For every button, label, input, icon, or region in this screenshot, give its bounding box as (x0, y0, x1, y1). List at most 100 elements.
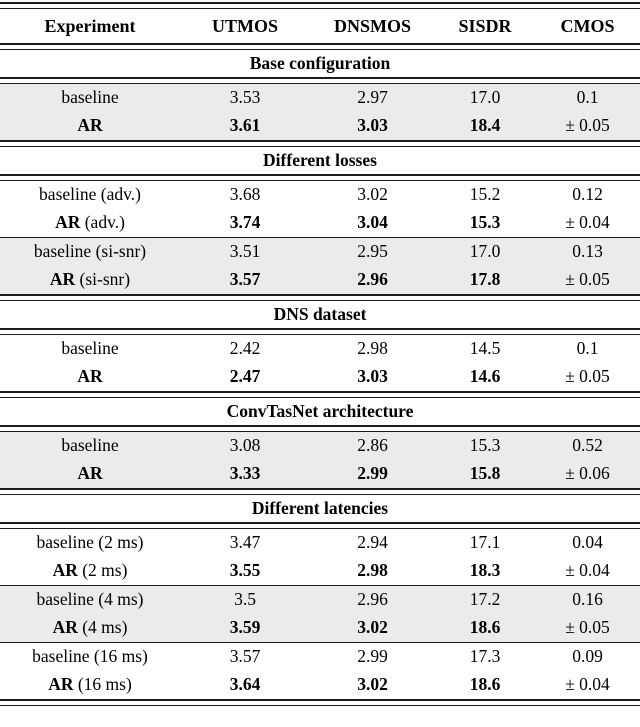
table-row: baseline 3.53 2.97 17.0 0.1 (0, 84, 640, 112)
experiment-label: AR (52, 617, 78, 638)
table-row: baseline (4 ms) 3.5 2.96 17.2 0.16 (0, 586, 640, 614)
experiment-label: AR (77, 366, 103, 387)
single-rule (0, 237, 640, 238)
cmos-cell: ± 0.05 (565, 269, 610, 290)
experiment-cell: baseline (adv.) (0, 186, 180, 204)
experiment-cell: AR (4 ms) (0, 619, 180, 637)
sisdr-cell: 15.3 (469, 212, 501, 233)
experiment-label-suffix: (adv.) (80, 212, 125, 233)
sisdr-cell: 17.3 (469, 646, 501, 667)
experiment-label: baseline (32, 646, 90, 667)
dnsmos-cell: 2.99 (357, 646, 388, 667)
utmos-cell: 3.51 (229, 241, 261, 262)
double-rule (0, 174, 640, 181)
double-rule (0, 391, 640, 398)
utmos-cell: 3.59 (229, 617, 261, 638)
experiment-cell: baseline (0, 340, 180, 358)
double-rule (0, 425, 640, 432)
dnsmos-cell: 2.96 (357, 269, 388, 290)
experiment-cell: AR (0, 368, 180, 386)
double-rule (0, 77, 640, 84)
section-title: Different losses (263, 150, 377, 170)
utmos-cell: 3.61 (229, 115, 261, 136)
sisdr-cell: 18.6 (469, 674, 501, 695)
cmos-cell: ± 0.04 (565, 674, 610, 695)
section-title: ConvTasNet architecture (226, 401, 414, 421)
section-title: Base configuration (249, 53, 391, 73)
cmos-cell: ± 0.04 (565, 212, 610, 233)
table-row: AR (2 ms) 3.55 2.98 18.3 ± 0.04 (0, 557, 640, 585)
utmos-cell: 3.68 (229, 184, 261, 205)
column-header-sisdr: SISDR (458, 16, 512, 36)
experiment-cell: AR (16 ms) (0, 676, 180, 694)
experiment-cell: AR (2 ms) (0, 562, 180, 580)
double-rule (0, 488, 640, 495)
experiment-label-suffix: (16 ms) (73, 674, 132, 695)
double-rule (0, 294, 640, 301)
table-header-row: Experiment UTMOS DNSMOS SISDR CMOS (0, 9, 640, 43)
section-title-row: Different latencies (0, 495, 640, 522)
sisdr-cell: 14.5 (469, 338, 501, 359)
utmos-cell: 3.64 (229, 674, 261, 695)
utmos-cell: 3.47 (229, 532, 261, 553)
double-rule (0, 140, 640, 147)
table-row: AR 2.47 3.03 14.6 ± 0.05 (0, 363, 640, 391)
experiment-label: AR (48, 674, 74, 695)
cmos-cell: 0.12 (572, 184, 603, 205)
sisdr-cell: 17.2 (469, 589, 501, 610)
cmos-cell: ± 0.05 (565, 115, 610, 136)
experiment-cell: AR (0, 117, 180, 135)
utmos-cell: 3.57 (229, 269, 261, 290)
experiment-label: baseline (33, 241, 92, 262)
experiment-cell: AR (si-snr) (0, 271, 180, 289)
dnsmos-cell: 2.97 (357, 87, 388, 108)
cmos-cell: 0.52 (572, 435, 603, 456)
sisdr-cell: 14.6 (469, 366, 501, 387)
utmos-cell: 3.57 (229, 646, 261, 667)
table-row: baseline 3.08 2.86 15.3 0.52 (0, 432, 640, 460)
experiment-cell: baseline (si-snr) (0, 243, 180, 261)
dnsmos-cell: 2.96 (357, 589, 388, 610)
table-row: baseline (adv.) 3.68 3.02 15.2 0.12 (0, 181, 640, 209)
section-title-row: Different losses (0, 147, 640, 174)
utmos-cell: 2.42 (229, 338, 261, 359)
cmos-cell: 0.04 (572, 532, 603, 553)
experiment-cell: AR (0, 465, 180, 483)
cmos-cell: ± 0.05 (565, 366, 610, 387)
experiment-label: baseline (36, 589, 94, 610)
double-rule (0, 2, 640, 9)
section-title: DNS dataset (273, 304, 367, 324)
cmos-cell: ± 0.04 (565, 560, 610, 581)
utmos-cell: 3.74 (229, 212, 261, 233)
experiment-cell: AR (adv.) (0, 214, 180, 232)
double-rule (0, 43, 640, 50)
experiment-label: baseline (61, 87, 119, 108)
utmos-cell: 2.47 (229, 366, 261, 387)
sisdr-cell: 17.1 (469, 532, 501, 553)
dnsmos-cell: 3.02 (357, 184, 388, 205)
experiment-cell: baseline (0, 437, 180, 455)
sisdr-cell: 15.2 (469, 184, 501, 205)
sisdr-cell: 18.6 (469, 617, 501, 638)
sisdr-cell: 17.8 (469, 269, 501, 290)
dnsmos-cell: 2.99 (357, 463, 388, 484)
double-rule (0, 328, 640, 335)
experiment-label-suffix: (adv.) (96, 184, 141, 205)
sisdr-cell: 15.8 (469, 463, 501, 484)
sisdr-cell: 18.3 (469, 560, 501, 581)
cmos-cell: ± 0.06 (565, 463, 610, 484)
dnsmos-cell: 2.98 (357, 338, 388, 359)
experiment-cell: baseline (0, 89, 180, 107)
sisdr-cell: 17.0 (469, 241, 501, 262)
section-title-row: Base configuration (0, 50, 640, 77)
utmos-cell: 3.08 (229, 435, 261, 456)
experiment-label-suffix: (2 ms) (93, 532, 144, 553)
dnsmos-cell: 3.02 (357, 617, 388, 638)
single-rule (0, 585, 640, 586)
experiment-label: baseline (39, 184, 97, 205)
section-title-row: DNS dataset (0, 301, 640, 328)
column-header-dnsmos: DNSMOS (333, 16, 411, 36)
column-header-cmos: CMOS (560, 16, 615, 36)
table-row: AR (4 ms) 3.59 3.02 18.6 ± 0.05 (0, 614, 640, 642)
